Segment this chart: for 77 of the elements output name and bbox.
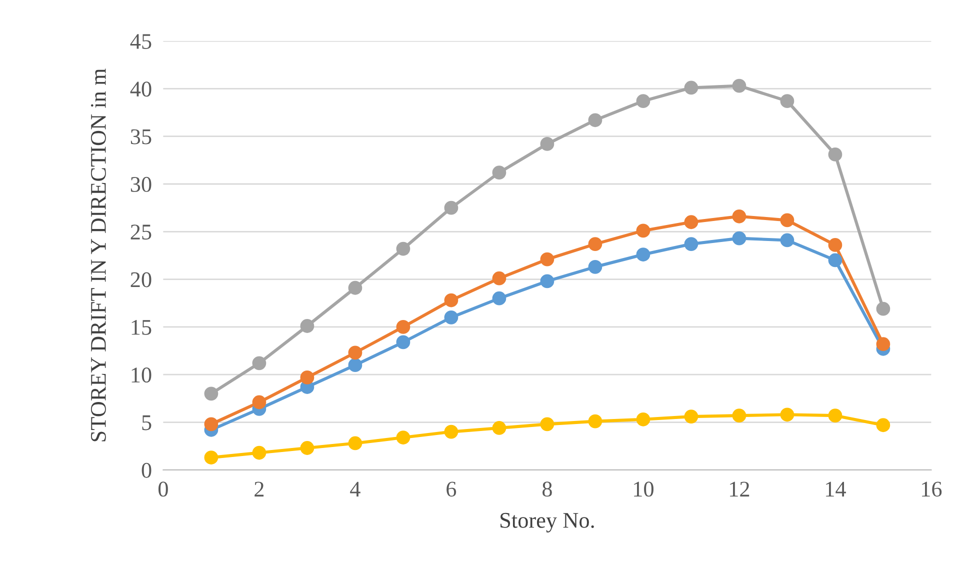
point (444, 310, 458, 324)
point (204, 450, 218, 464)
point (204, 386, 218, 401)
x-tick-label: 4 (350, 482, 360, 496)
point (348, 280, 362, 295)
x-tick-label: 0 (158, 482, 168, 497)
point (780, 213, 794, 228)
point (732, 209, 746, 224)
x-tick-label: 6 (446, 482, 456, 497)
point (348, 346, 362, 360)
point (828, 253, 842, 268)
point (732, 78, 746, 93)
point (444, 424, 458, 439)
y-tick-label: 10 (132, 368, 152, 383)
point (828, 408, 842, 423)
y-tick-label: 15 (132, 320, 152, 335)
point (396, 430, 410, 444)
y-tick-label: 25 (130, 224, 152, 240)
y-tick-label: 35 (130, 129, 152, 144)
y-tick-label: 5 (142, 415, 152, 430)
point (636, 412, 650, 426)
point (492, 421, 506, 435)
point (252, 356, 266, 370)
point (444, 293, 458, 308)
point (876, 302, 890, 316)
y-tick-label: 30 (130, 176, 152, 192)
point (444, 200, 458, 215)
point (300, 319, 314, 333)
point (876, 418, 890, 432)
x-tick-label: 2 (254, 482, 264, 496)
point (588, 260, 602, 274)
point (252, 446, 266, 460)
point (684, 237, 698, 251)
point (636, 248, 650, 262)
point (540, 252, 554, 266)
y-tick-label: 0 (142, 462, 152, 478)
point (876, 337, 890, 352)
point (252, 395, 266, 410)
x-tick-label: 14 (826, 482, 846, 496)
point (540, 274, 554, 288)
point (588, 113, 602, 128)
point (828, 148, 842, 162)
x-tick-label: 10 (634, 482, 654, 497)
point (492, 271, 506, 286)
y-axis-title: STOREY DRIFT IN Y DIRECTION in m (90, 68, 106, 442)
point (396, 335, 410, 350)
point (492, 291, 506, 306)
y-tick-label: 45 (130, 34, 152, 49)
point (684, 215, 698, 230)
point (300, 370, 314, 384)
y-tick-label: 40 (130, 82, 152, 97)
point (348, 358, 362, 372)
x-tick-label: 8 (542, 482, 552, 497)
point (684, 410, 698, 424)
point (732, 408, 746, 423)
point (540, 417, 554, 432)
point (588, 237, 602, 251)
point (636, 224, 650, 238)
point (780, 408, 794, 422)
point (492, 166, 506, 180)
point (828, 238, 842, 252)
point (540, 137, 554, 151)
point (588, 414, 602, 428)
point (780, 94, 794, 108)
point (396, 320, 410, 334)
x-axis-title: Storey No. (500, 512, 594, 532)
point (684, 80, 698, 95)
point (300, 441, 314, 455)
x-tick-label: 16 (922, 482, 942, 497)
point (732, 231, 746, 246)
point (396, 242, 410, 256)
y-tick-label: 20 (130, 272, 152, 288)
point (348, 436, 362, 450)
point (204, 417, 218, 432)
point (636, 94, 650, 108)
x-tick-label: 12 (730, 482, 750, 496)
point (780, 233, 794, 248)
